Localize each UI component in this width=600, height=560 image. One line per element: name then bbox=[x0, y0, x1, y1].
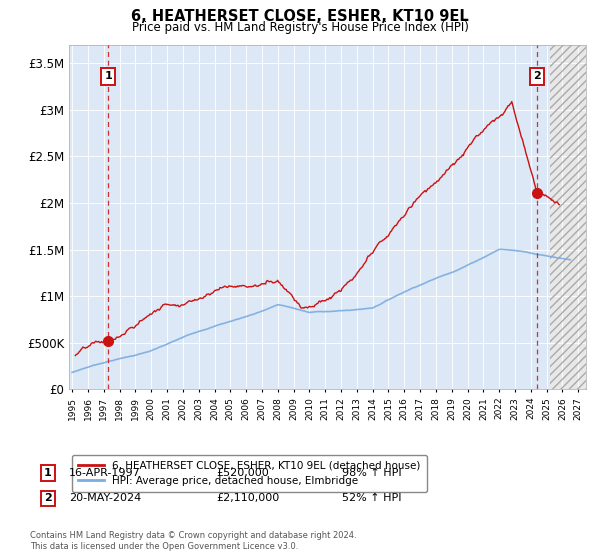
Text: 2: 2 bbox=[533, 72, 541, 82]
Text: 16-APR-1997: 16-APR-1997 bbox=[69, 468, 141, 478]
Text: 98% ↑ HPI: 98% ↑ HPI bbox=[342, 468, 401, 478]
Text: Contains HM Land Registry data © Crown copyright and database right 2024.: Contains HM Land Registry data © Crown c… bbox=[30, 531, 356, 540]
Text: £520,000: £520,000 bbox=[216, 468, 269, 478]
Text: 20-MAY-2024: 20-MAY-2024 bbox=[69, 493, 141, 503]
Legend: 6, HEATHERSET CLOSE, ESHER, KT10 9EL (detached house), HPI: Average price, detac: 6, HEATHERSET CLOSE, ESHER, KT10 9EL (de… bbox=[71, 455, 427, 492]
Bar bbox=[550, 45, 586, 389]
Bar bbox=[550, 45, 586, 389]
Text: 6, HEATHERSET CLOSE, ESHER, KT10 9EL: 6, HEATHERSET CLOSE, ESHER, KT10 9EL bbox=[131, 9, 469, 24]
Text: 2: 2 bbox=[44, 493, 52, 503]
Text: 1: 1 bbox=[44, 468, 52, 478]
Text: 1: 1 bbox=[104, 72, 112, 82]
Text: Price paid vs. HM Land Registry's House Price Index (HPI): Price paid vs. HM Land Registry's House … bbox=[131, 21, 469, 34]
Text: This data is licensed under the Open Government Licence v3.0.: This data is licensed under the Open Gov… bbox=[30, 542, 298, 551]
Text: 52% ↑ HPI: 52% ↑ HPI bbox=[342, 493, 401, 503]
Text: £2,110,000: £2,110,000 bbox=[216, 493, 279, 503]
